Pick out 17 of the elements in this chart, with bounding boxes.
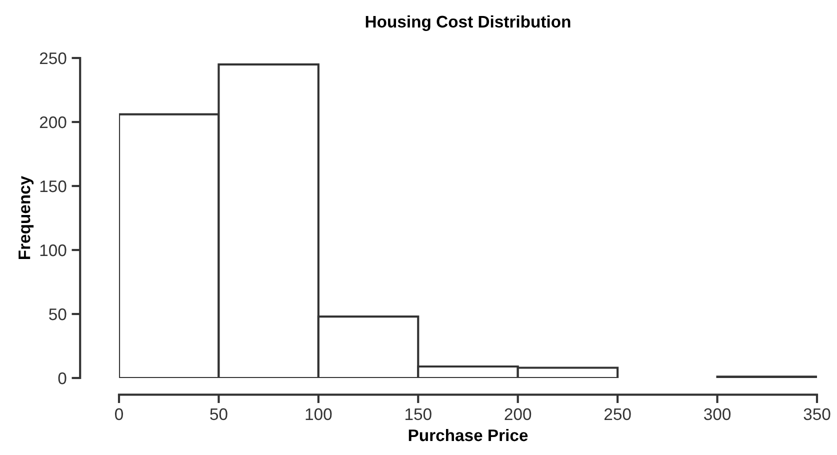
x-tick-label: 350 bbox=[804, 408, 830, 420]
y-tick-label: 250 bbox=[40, 52, 66, 64]
y-tick-label: 100 bbox=[40, 244, 66, 256]
x-tick-label: 150 bbox=[406, 408, 432, 420]
x-tick-label: 50 bbox=[210, 408, 228, 420]
y-tick-label: 50 bbox=[49, 308, 66, 320]
y-tick-label: 150 bbox=[40, 180, 66, 192]
x-tick-label: 300 bbox=[704, 408, 731, 420]
chart-title: Housing Cost Distribution bbox=[366, 15, 570, 31]
x-tick-label: 200 bbox=[504, 408, 532, 420]
x-tick-label: 0 bbox=[115, 408, 123, 420]
x-axis-title: Purchase Price bbox=[408, 428, 528, 442]
x-tick-label: 250 bbox=[604, 408, 631, 420]
y-tick-label: 200 bbox=[40, 116, 66, 128]
y-tick-label: 0 bbox=[58, 372, 66, 384]
x-tick-label: 100 bbox=[306, 408, 332, 420]
y-axis-title: Frequency bbox=[18, 176, 34, 260]
